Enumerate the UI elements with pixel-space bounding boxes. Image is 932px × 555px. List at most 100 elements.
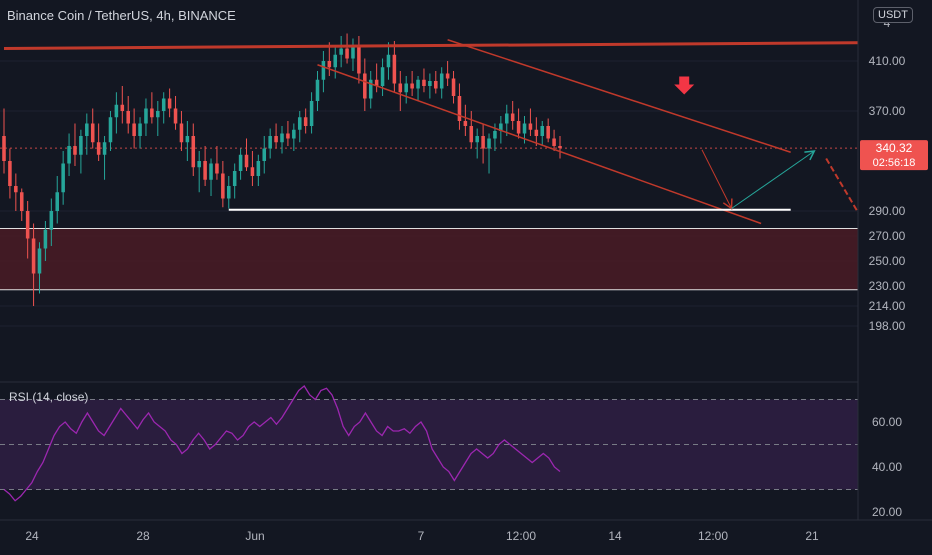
candle-body [410,83,414,89]
candle-body [469,126,474,143]
price-tick-label: 290.00 [869,204,906,218]
candle-body [173,108,178,124]
candle-body [309,101,314,126]
candle-body [493,131,497,139]
projection-up-arrowhead [804,150,816,161]
candle-body [268,136,272,149]
candle-body [256,161,261,176]
candle-body [132,123,136,136]
candle-body [85,123,89,136]
candle-body [138,123,142,136]
candle-body [221,173,225,199]
candle-body [108,117,113,143]
candle-body [197,161,201,168]
candle-body [244,154,249,168]
candle-body [61,163,65,193]
symbol-name: Binance Coin / TetherUS [7,8,150,23]
price-tick-label: 370.00 [869,104,906,118]
candle-body [504,113,509,124]
candle-body [546,126,550,139]
time-tick-label: 12:00 [698,529,728,543]
candle-body [475,136,479,143]
candle-body [392,54,397,84]
candle-body [345,48,349,59]
candle-body [144,108,148,124]
candle-body [161,98,166,111]
candle-body [445,73,450,79]
title-separator-1: , [149,8,157,23]
candle-body [179,123,184,143]
candle-body [327,61,332,68]
candle-body [185,136,190,143]
time-tick-label: 28 [136,529,150,543]
candle-body [439,73,444,89]
candle-body [522,123,527,134]
price-tick-label: 270.00 [869,229,906,243]
candle-body [534,129,539,136]
candle-body [487,138,491,149]
rsi-tick-label: 20.00 [872,505,902,519]
price-axis-background [858,0,932,550]
price-tick-label: 198.00 [869,319,906,333]
candle-body [552,138,556,146]
channel-upper-line [447,39,791,153]
candle-body [339,48,343,55]
candle-body [398,83,403,93]
interval-label: 4h [156,8,171,23]
time-tick-label: 24 [25,529,39,543]
chart-title: Binance Coin / TetherUS, 4h, BINANCE [7,8,236,23]
price-tick-label: 410.00 [869,54,906,68]
candle-body [380,67,385,86]
candle-body [203,161,207,180]
rsi-line [3,385,561,502]
candle-body [510,113,515,121]
candle-body [25,211,30,239]
candle-body [114,104,119,118]
rsi-indicator-label[interactable]: RSI (14, close) [9,390,89,404]
candle-body [14,186,18,193]
exchange-label: BINANCE [178,8,236,23]
price-tick-label: 214.00 [869,299,906,313]
candle-body [516,121,521,134]
price-tick-label: 250.00 [869,254,906,268]
candle-body [297,117,302,130]
candle-body [374,79,379,86]
candle-body [238,154,243,171]
candle-body [67,146,71,164]
candle-body [31,238,36,274]
candle-body [191,136,196,168]
last-price-tag [860,140,928,171]
candle-body [96,142,101,155]
candle-body [43,229,48,249]
candle-body [315,79,320,101]
candle-body [120,104,125,111]
candle-body [8,161,12,186]
candle-body [232,171,237,186]
candle-body [434,81,438,89]
candle-body [303,117,308,126]
candle-body [37,248,42,274]
projection-up-line [731,150,815,209]
candle-body [150,108,154,118]
candle-body [215,163,219,174]
countdown-label: 02:56:18 [873,157,916,169]
candle-body [250,167,255,176]
candle-body [262,148,267,161]
candle-body [357,46,361,74]
candle-body [422,79,426,86]
demand-zone [0,228,858,290]
candle-body [19,192,24,211]
candle-body [90,123,95,143]
candle-body [79,136,83,155]
candle-body [102,142,107,155]
candle-body [126,111,130,124]
candle-body [351,46,355,59]
signal-down-arrow-icon [674,76,695,95]
candle-body [540,126,545,136]
candle-body [499,123,503,131]
candle-body [386,54,391,68]
candle-body [404,83,408,93]
currency-button[interactable]: USDT [873,7,913,23]
